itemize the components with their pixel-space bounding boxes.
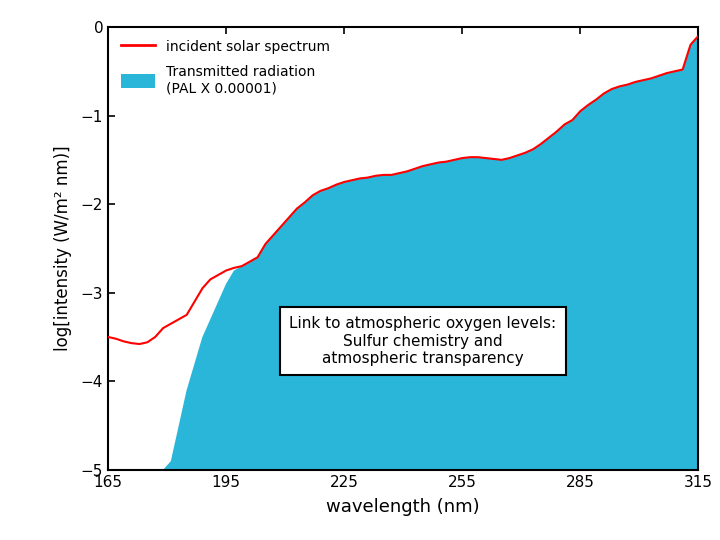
Text: Link to atmospheric oxygen levels:
Sulfur chemistry and
atmospheric transparency: Link to atmospheric oxygen levels: Sulfu… (289, 316, 557, 366)
Legend: incident solar spectrum, Transmitted radiation
(PAL X 0.00001): incident solar spectrum, Transmitted rad… (115, 34, 336, 101)
Y-axis label: log[intensity (W/m² nm)]: log[intensity (W/m² nm)] (54, 146, 72, 351)
X-axis label: wavelength (nm): wavelength (nm) (326, 498, 480, 516)
